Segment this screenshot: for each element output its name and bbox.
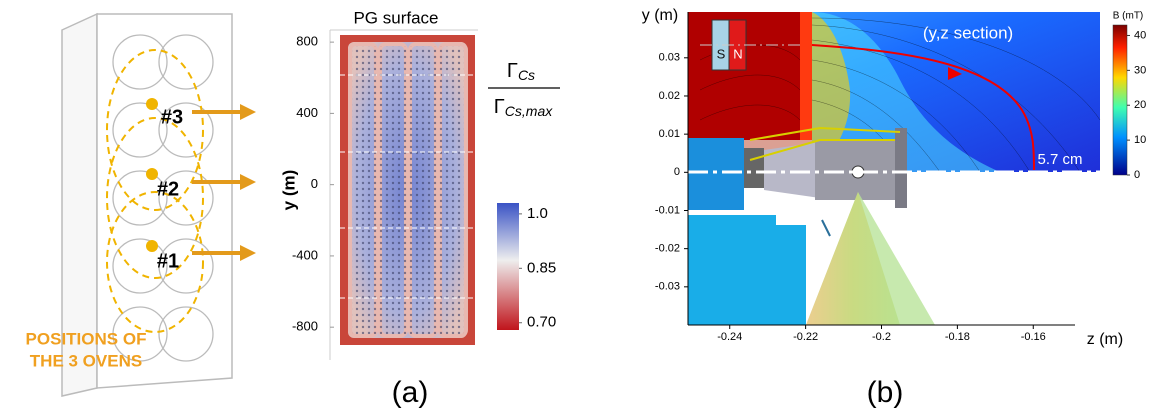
y-axis-label: y (m) bbox=[642, 7, 678, 24]
x-tick-label: -0.16 bbox=[1021, 331, 1046, 343]
colorbar-tick-label: 40 bbox=[1134, 29, 1146, 41]
x-tick-label: -0.2 bbox=[872, 331, 891, 343]
y-tick-label: -0.01 bbox=[655, 204, 680, 216]
magnet-label: N bbox=[733, 46, 742, 61]
colorbar-tick-label: 30 bbox=[1134, 64, 1146, 76]
symbol: Γ bbox=[494, 96, 505, 118]
colorbar-label: B (mT) bbox=[1113, 11, 1144, 22]
fraction-numerator: ΓCs bbox=[507, 60, 535, 82]
colorbar-tick-label: 0.85 bbox=[527, 259, 556, 276]
subscript: Cs bbox=[518, 67, 535, 83]
x-axis-label: z (m) bbox=[1087, 331, 1123, 348]
y-tick-label: 400 bbox=[296, 105, 318, 120]
arrow bbox=[822, 220, 830, 236]
panel-caption: (a) bbox=[392, 376, 429, 409]
magnet-label: S bbox=[717, 46, 726, 61]
colorbar bbox=[1113, 25, 1127, 175]
y-tick-label: -800 bbox=[292, 319, 318, 334]
colorbar-tick-label: 10 bbox=[1134, 134, 1146, 146]
y-tick-label: 0 bbox=[674, 166, 680, 178]
colorbar-tick-label: 0.70 bbox=[527, 314, 556, 331]
y-axis-label: y (m) bbox=[279, 170, 298, 211]
y-tick-label: -0.03 bbox=[655, 281, 680, 293]
x-tick-label: -0.22 bbox=[793, 331, 818, 343]
figure: #3 #2 #1 POSITIONS OF THE 3 OVENS PG sur… bbox=[0, 0, 1161, 414]
pg-title: PG surface bbox=[353, 8, 438, 27]
y-tick-label: 0 bbox=[311, 176, 318, 191]
y-tick-label: -0.02 bbox=[655, 243, 680, 255]
y-tick-label: 800 bbox=[296, 34, 318, 49]
oven-label: #3 bbox=[161, 106, 183, 128]
oven-label: #2 bbox=[157, 178, 179, 200]
block bbox=[688, 215, 776, 325]
colorbar bbox=[497, 203, 519, 330]
y-tick-label: -400 bbox=[292, 247, 318, 262]
section-label: (y,z section) bbox=[923, 23, 1013, 42]
block bbox=[776, 225, 806, 325]
pg-surface bbox=[340, 35, 475, 345]
oven-label: #1 bbox=[157, 250, 179, 272]
y-tick-label: 0.01 bbox=[659, 128, 680, 140]
distance-label: 5.7 cm bbox=[1037, 151, 1082, 168]
fraction-denominator: ΓCs,max bbox=[494, 96, 553, 118]
subscript: Cs,max bbox=[505, 103, 553, 119]
panel-caption: (b) bbox=[867, 376, 904, 409]
y-tick-label: 0.03 bbox=[659, 52, 680, 64]
colorbar-tick-label: 20 bbox=[1134, 99, 1146, 111]
positions-caption: THE 3 OVENS bbox=[30, 351, 142, 370]
y-tick-label: 0.02 bbox=[659, 90, 680, 102]
x-tick-label: -0.18 bbox=[945, 331, 970, 343]
colorbar-tick-label: 0 bbox=[1134, 169, 1140, 181]
positions-caption: POSITIONS OF bbox=[26, 329, 147, 348]
colorbar-tick-label: 1.0 bbox=[527, 205, 548, 222]
symbol: Γ bbox=[507, 60, 518, 82]
x-tick-label: -0.24 bbox=[717, 331, 742, 343]
